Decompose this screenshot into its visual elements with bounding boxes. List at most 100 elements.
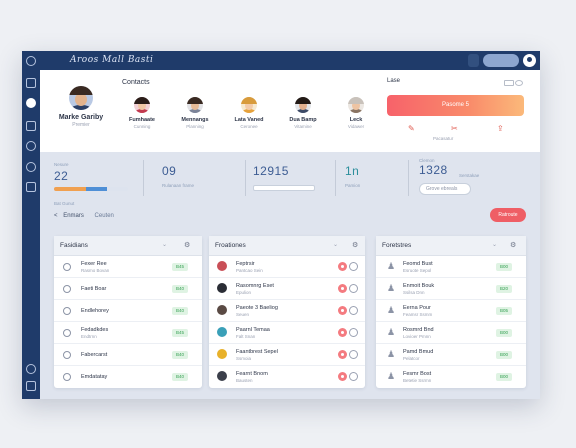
contact-card[interactable]: Dua Bamp Vitamine: [279, 97, 327, 129]
people-icon[interactable]: [26, 78, 36, 88]
status-icon: [63, 329, 71, 337]
folder-icon[interactable]: [26, 182, 36, 192]
item-label: Fesmr Bost: [403, 371, 432, 377]
remove-button[interactable]: [338, 284, 347, 293]
tools-icon[interactable]: ✂: [451, 124, 458, 133]
list-item[interactable]: Emdatatay B40: [54, 366, 202, 388]
more-icon[interactable]: [515, 80, 523, 86]
contact-avatar: [348, 97, 364, 113]
action-button[interactable]: Ratroute: [490, 208, 526, 222]
profile-card[interactable]: Marke Gariby Premier: [54, 86, 108, 128]
tab-enmars[interactable]: Enmars: [63, 213, 84, 219]
status-badge: B20: [496, 285, 512, 293]
item-sublabel: Lovioer Pmnn: [403, 334, 431, 339]
list-item[interactable]: Fearnt Bnom Bausten: [209, 366, 365, 388]
chevron-down-icon[interactable]: ⌄: [162, 242, 168, 248]
select-button[interactable]: [349, 372, 358, 381]
document-icon[interactable]: [26, 121, 36, 131]
list-item[interactable]: ♟ Enmoit Bouk Ssilsa Dnn B20: [376, 278, 526, 300]
settings-icon[interactable]: [26, 141, 36, 151]
select-button[interactable]: [349, 306, 358, 315]
item-label: Feomd Bust: [403, 261, 433, 267]
top-search-pill[interactable]: [483, 54, 519, 67]
list-item[interactable]: Fabercarst B40: [54, 344, 202, 366]
user-icon: ♟: [387, 261, 396, 271]
contact-name: Fumhaate: [129, 117, 155, 123]
gauge-icon[interactable]: [26, 162, 36, 172]
item-label: Endlehorey: [81, 308, 109, 314]
remove-button[interactable]: [338, 328, 347, 337]
list-item[interactable]: Rasomnrg Eset Epulion: [209, 278, 365, 300]
settings-icon[interactable]: ⚙: [510, 242, 517, 249]
select-button[interactable]: [349, 328, 358, 337]
stat-value: 12915: [253, 164, 289, 178]
status-icon: [63, 285, 71, 293]
contacts-title: Contacts: [122, 79, 150, 86]
item-label: Rasomnrg Eset: [236, 283, 274, 289]
home-icon[interactable]: [26, 98, 36, 108]
tab-ceuten[interactable]: Ceuten: [94, 213, 114, 219]
stat-card: Nesure 22: [54, 162, 130, 202]
select-button[interactable]: [349, 262, 358, 271]
clock-logo-icon[interactable]: [26, 56, 36, 66]
profile-avatar: [69, 86, 93, 110]
select-button[interactable]: [349, 284, 358, 293]
user-icon[interactable]: [26, 364, 36, 374]
divider: [335, 160, 336, 196]
avatar: [217, 283, 227, 293]
list-item[interactable]: Paarnl Temaa Falt Snan: [209, 322, 365, 344]
list-item[interactable]: ♟ Fesmr Bost Betetie Ssrmn B00: [376, 366, 526, 388]
edit-icon[interactable]: ✎: [408, 124, 415, 133]
user-icon: ♟: [387, 305, 396, 315]
list-item[interactable]: Fexer Ree Rasmo Bovan B45: [54, 256, 202, 278]
item-label: Emdatatay: [81, 374, 108, 380]
remove-button[interactable]: [338, 372, 347, 381]
window-icon[interactable]: [504, 80, 514, 86]
settings-icon[interactable]: ⚙: [184, 242, 191, 249]
task-card: Lase Pasome 5 ✎ ✂ ⇪ Pacasatur: [387, 78, 527, 144]
chevron-down-icon[interactable]: ⌄: [492, 242, 498, 248]
stat-progress: [54, 187, 128, 191]
stat-input[interactable]: Grove ebreals: [419, 183, 471, 195]
list-item[interactable]: Paeote 3 Baeliog Seuen: [209, 300, 365, 322]
status-badge: B40: [172, 351, 188, 359]
status-icon: [63, 351, 71, 359]
avatar: [217, 305, 227, 315]
chart-icon[interactable]: [26, 381, 36, 391]
item-sublabel: Feamsr Ssmm: [403, 312, 433, 317]
back-icon[interactable]: <: [54, 213, 58, 219]
contact-card[interactable]: Lata Vaned Ceronee: [225, 97, 273, 129]
upload-icon[interactable]: ⇪: [497, 124, 504, 133]
menu-icon[interactable]: [468, 54, 479, 67]
item-sublabel: Falt Snan: [236, 334, 256, 339]
contact-avatar: [295, 97, 311, 113]
list-item[interactable]: ♟ Eerna Pour Feamsr Ssmm B05: [376, 300, 526, 322]
stat-slider[interactable]: [253, 185, 315, 191]
chevron-down-icon[interactable]: ⌄: [333, 242, 339, 248]
item-sublabel: Ssmoia: [236, 356, 252, 361]
list-item[interactable]: Faeti Boar B40: [54, 278, 202, 300]
stat-card: 12915: [253, 162, 323, 202]
status-icon: [63, 373, 71, 381]
remove-button[interactable]: [338, 306, 347, 315]
settings-icon[interactable]: ⚙: [352, 242, 359, 249]
contact-card[interactable]: Fumhaate Cunning: [118, 97, 166, 129]
list-item[interactable]: ♟ Pamd Bmud Pelatcor B00: [376, 344, 526, 366]
contact-card[interactable]: Mennangs Planning: [171, 97, 219, 129]
list-item[interactable]: Endlehorey B40: [54, 300, 202, 322]
contact-card[interactable]: Leck Vidawer: [332, 97, 380, 129]
stat-card: 09 Rulanaan frame: [162, 162, 232, 202]
remove-button[interactable]: [338, 350, 347, 359]
list-item[interactable]: Fedadkdes Endtrnn B45: [54, 322, 202, 344]
primary-action-button[interactable]: Pasome 5: [387, 95, 524, 116]
list-item[interactable]: Faantbrest Sepel Ssmoia: [209, 344, 365, 366]
list-item[interactable]: ♟ Rosmrd Bnd Lovioer Pmnn B00: [376, 322, 526, 344]
select-button[interactable]: [349, 350, 358, 359]
stat-value: 22: [54, 169, 69, 183]
item-label: Pamd Bmud: [403, 349, 434, 355]
list-item[interactable]: Feptrsir Pantcao Sein: [209, 256, 365, 278]
item-sublabel: Betetie Ssrmn: [403, 378, 432, 383]
remove-button[interactable]: [338, 262, 347, 271]
list-item[interactable]: ♟ Feomd Bust Esruote Sepol B00: [376, 256, 526, 278]
user-avatar[interactable]: [523, 54, 536, 67]
